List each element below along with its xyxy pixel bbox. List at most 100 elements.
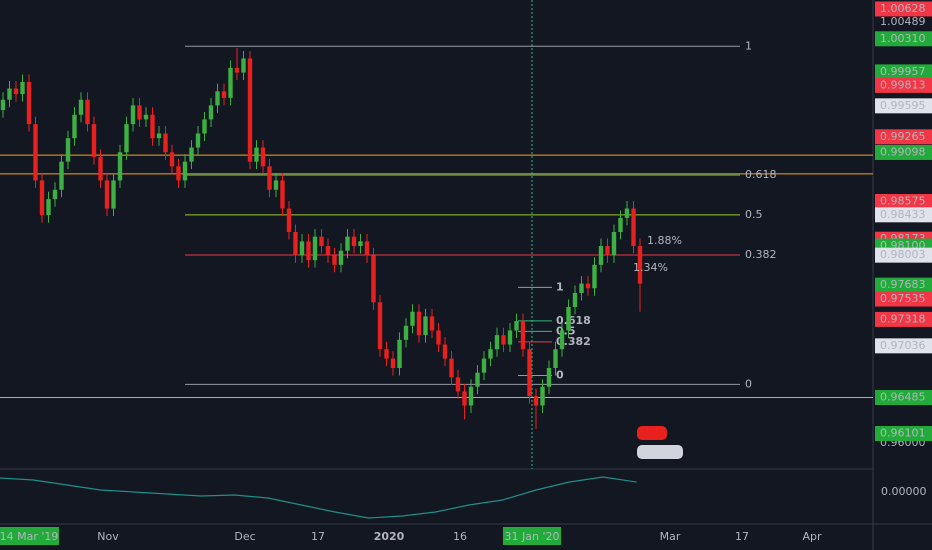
candle-body xyxy=(189,147,194,162)
candle-body xyxy=(104,180,110,209)
candle-body xyxy=(52,189,58,200)
price-badge xyxy=(875,1,932,17)
candle-body xyxy=(299,241,305,256)
price-badge-label: 0.99957 xyxy=(880,65,926,78)
price-badge-label: 0.96101 xyxy=(880,427,926,440)
candle-body xyxy=(33,124,38,181)
candle-body xyxy=(377,302,383,350)
candle-body xyxy=(520,321,526,350)
candle-body xyxy=(358,241,363,247)
candle-body xyxy=(566,307,571,331)
fib-label: 0.618 xyxy=(745,168,777,181)
candle-body xyxy=(117,152,123,181)
fib-label: 0.5 xyxy=(745,208,763,221)
price-badge xyxy=(875,31,932,47)
candle-body xyxy=(312,236,318,261)
percent-label: 1.34% xyxy=(633,261,668,274)
candle-body xyxy=(241,58,246,73)
candle-body xyxy=(286,208,292,232)
candle-body xyxy=(449,358,454,378)
candle-body xyxy=(468,386,474,406)
candle-body xyxy=(624,208,630,218)
candle-body xyxy=(46,199,51,216)
candle-body xyxy=(130,105,136,125)
time-label: 2020 xyxy=(374,530,405,543)
percent-label: 1.88% xyxy=(647,234,682,247)
candle-body xyxy=(540,386,545,406)
candle-body xyxy=(202,119,207,134)
time-badge-label: 31 Jan '20 xyxy=(505,530,560,543)
time-label: Apr xyxy=(802,530,822,543)
price-badge xyxy=(875,98,932,114)
fib-label: 0.382 xyxy=(745,248,777,261)
time-badge-label: 14 Mar '19 xyxy=(0,530,58,543)
candle-body xyxy=(553,349,558,368)
candle-body xyxy=(475,372,480,387)
price-badge-label: 1.00310 xyxy=(880,32,926,45)
candle-body xyxy=(124,124,129,153)
candle-body xyxy=(221,91,227,98)
price-badge xyxy=(875,338,932,354)
candle-body xyxy=(247,58,253,162)
price-badge xyxy=(875,277,932,293)
candle-body xyxy=(325,246,331,256)
candle-body xyxy=(98,156,103,181)
candle-body xyxy=(390,358,396,368)
time-label: Mar xyxy=(660,530,681,543)
candle-body xyxy=(351,236,357,247)
time-label: 17 xyxy=(311,530,325,543)
price-badge xyxy=(875,194,932,210)
candle-body xyxy=(455,377,461,392)
candle-body xyxy=(507,330,513,345)
time-label: 16 xyxy=(453,530,467,543)
time-badge xyxy=(503,527,561,545)
candle-body xyxy=(20,81,25,95)
candle-body xyxy=(384,349,389,359)
candle-body xyxy=(208,105,214,120)
candle-body xyxy=(598,246,604,265)
candle-body xyxy=(163,133,168,153)
candle-body xyxy=(0,99,6,111)
candle-body xyxy=(429,316,435,331)
price-badge-label: 0.97318 xyxy=(880,312,926,325)
candle-body xyxy=(514,321,519,331)
candle-body xyxy=(72,114,77,139)
price-badge-label: 0.99098 xyxy=(880,145,926,158)
candle-body xyxy=(7,88,12,100)
candle-body xyxy=(150,114,155,139)
candle-body xyxy=(195,133,201,148)
candle-body xyxy=(423,316,428,336)
candle-body xyxy=(293,231,298,256)
price-badge-label: 0.99813 xyxy=(880,78,926,91)
price-badge xyxy=(875,207,932,223)
candle-body xyxy=(605,246,610,256)
candle-body xyxy=(91,124,97,157)
price-badge xyxy=(875,144,932,160)
candle-body xyxy=(280,180,285,209)
candle-body xyxy=(546,367,552,387)
price-badge-label: 0.97535 xyxy=(880,292,926,305)
time-label: Nov xyxy=(97,530,119,543)
alert-icon-2 xyxy=(637,445,683,459)
time-label: 17 xyxy=(735,530,749,543)
price-badge-label: 1.00628 xyxy=(880,2,926,15)
fib-small-label: 1 xyxy=(556,280,564,293)
candle-body xyxy=(332,255,337,265)
fib-small-label: 0.618 xyxy=(556,314,591,327)
time-label: Dec xyxy=(234,530,255,543)
candle-body xyxy=(618,217,623,232)
candle-body xyxy=(416,311,422,336)
candle-body xyxy=(488,349,493,359)
price-badge-label: 0.98433 xyxy=(880,208,926,221)
candle-body xyxy=(78,99,84,115)
candle-body xyxy=(631,208,636,247)
candle-body xyxy=(13,88,19,95)
candle-body xyxy=(169,152,175,167)
price-badge xyxy=(875,129,932,145)
candle-body xyxy=(267,166,272,190)
candle-body xyxy=(559,330,565,350)
candle-body xyxy=(345,236,350,251)
candle-body xyxy=(85,99,90,125)
